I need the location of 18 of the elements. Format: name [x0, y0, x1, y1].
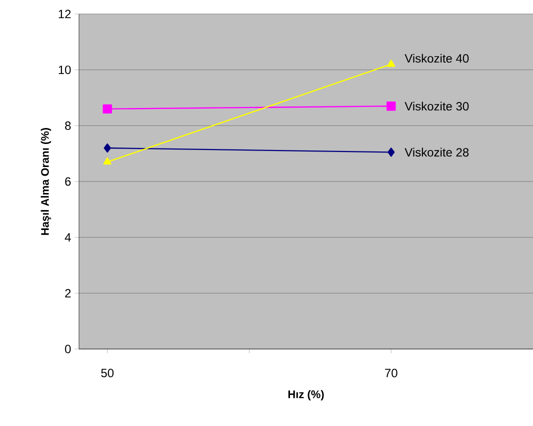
y-tick-label: 6 [65, 177, 71, 186]
y-tick-label: 10 [58, 66, 71, 74]
y-tick-label: 8 [65, 121, 71, 130]
series-label: Viskozite 30 [404, 102, 469, 111]
y-tick-label: 4 [64, 233, 71, 242]
x-axis-title: Hız (%) [288, 390, 324, 400]
y-tick-label: 12 [58, 10, 71, 18]
x-tick-label: 70 [385, 368, 398, 378]
y-tick-label: 2 [65, 288, 71, 298]
series-label: Viskozite 40 [404, 54, 469, 63]
point [386, 102, 396, 111]
y-axis-title: Haşıl Alma Oranı (%) [40, 128, 52, 235]
series-label: Viskozite 28 [404, 148, 469, 157]
point [388, 148, 395, 157]
y-tick-label: 0 [65, 344, 71, 354]
point [102, 104, 112, 114]
x-tick-label: 50 [101, 368, 114, 378]
point [104, 143, 111, 153]
